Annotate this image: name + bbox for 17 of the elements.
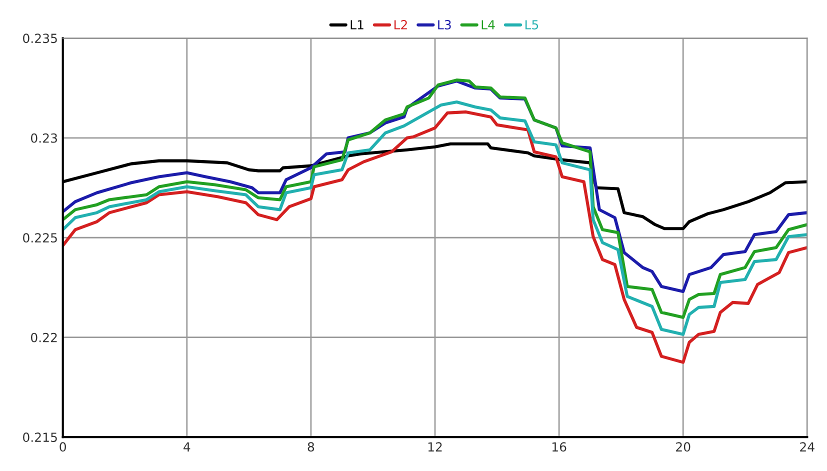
y-tick-label: 0.225 xyxy=(23,233,57,243)
legend-label: L2 xyxy=(394,20,407,30)
x-tick-label: 4 xyxy=(184,442,190,452)
legend-label: L4 xyxy=(482,20,495,30)
x-tick-label: 0 xyxy=(60,442,66,452)
x-tick-label: 16 xyxy=(552,442,566,452)
x-tick-label: 20 xyxy=(676,442,690,452)
x-tick-label: 24 xyxy=(800,442,814,452)
legend-label: L5 xyxy=(525,20,538,30)
y-tick-label: 0.215 xyxy=(23,432,57,442)
y-tick-label: 0.23 xyxy=(30,133,57,143)
y-tick-label: 0.22 xyxy=(30,332,57,342)
legend-label: L1 xyxy=(350,20,364,30)
x-tick-label: 12 xyxy=(428,442,442,452)
y-tick-label: 0.235 xyxy=(23,34,57,44)
legend-label: L3 xyxy=(438,20,451,30)
x-tick-label: 8 xyxy=(308,442,314,452)
